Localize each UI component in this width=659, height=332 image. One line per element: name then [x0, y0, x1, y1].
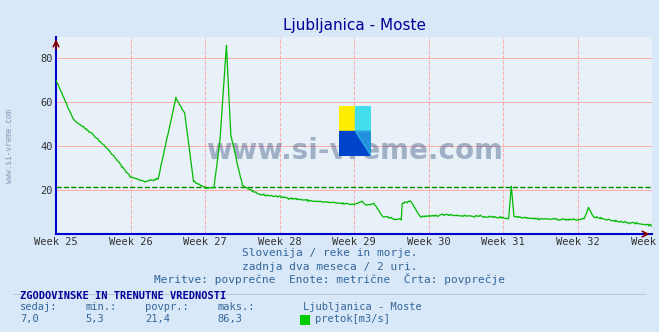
- Text: maks.:: maks.:: [217, 302, 255, 312]
- Text: zadnja dva meseca / 2 uri.: zadnja dva meseca / 2 uri.: [242, 262, 417, 272]
- Text: www.si-vreme.com: www.si-vreme.com: [5, 109, 14, 183]
- Polygon shape: [355, 131, 371, 156]
- Text: 7,0: 7,0: [20, 314, 38, 324]
- Text: 86,3: 86,3: [217, 314, 243, 324]
- Text: Slovenija / reke in morje.: Slovenija / reke in morje.: [242, 248, 417, 258]
- Text: 5,3: 5,3: [86, 314, 104, 324]
- Text: www.si-vreme.com: www.si-vreme.com: [206, 137, 503, 165]
- Bar: [355, 106, 371, 131]
- Text: sedaj:: sedaj:: [20, 302, 57, 312]
- Text: min.:: min.:: [86, 302, 117, 312]
- Title: Ljubljanica - Moste: Ljubljanica - Moste: [283, 18, 426, 33]
- Text: 21,4: 21,4: [145, 314, 170, 324]
- Bar: [339, 106, 355, 131]
- Polygon shape: [339, 131, 371, 156]
- Text: ZGODOVINSKE IN TRENUTNE VREDNOSTI: ZGODOVINSKE IN TRENUTNE VREDNOSTI: [20, 291, 226, 301]
- Text: Ljubljanica - Moste: Ljubljanica - Moste: [303, 302, 422, 312]
- Text: Meritve: povprečne  Enote: metrične  Črta: povprečje: Meritve: povprečne Enote: metrične Črta:…: [154, 273, 505, 285]
- Text: povpr.:: povpr.:: [145, 302, 188, 312]
- Text: pretok[m3/s]: pretok[m3/s]: [315, 314, 390, 324]
